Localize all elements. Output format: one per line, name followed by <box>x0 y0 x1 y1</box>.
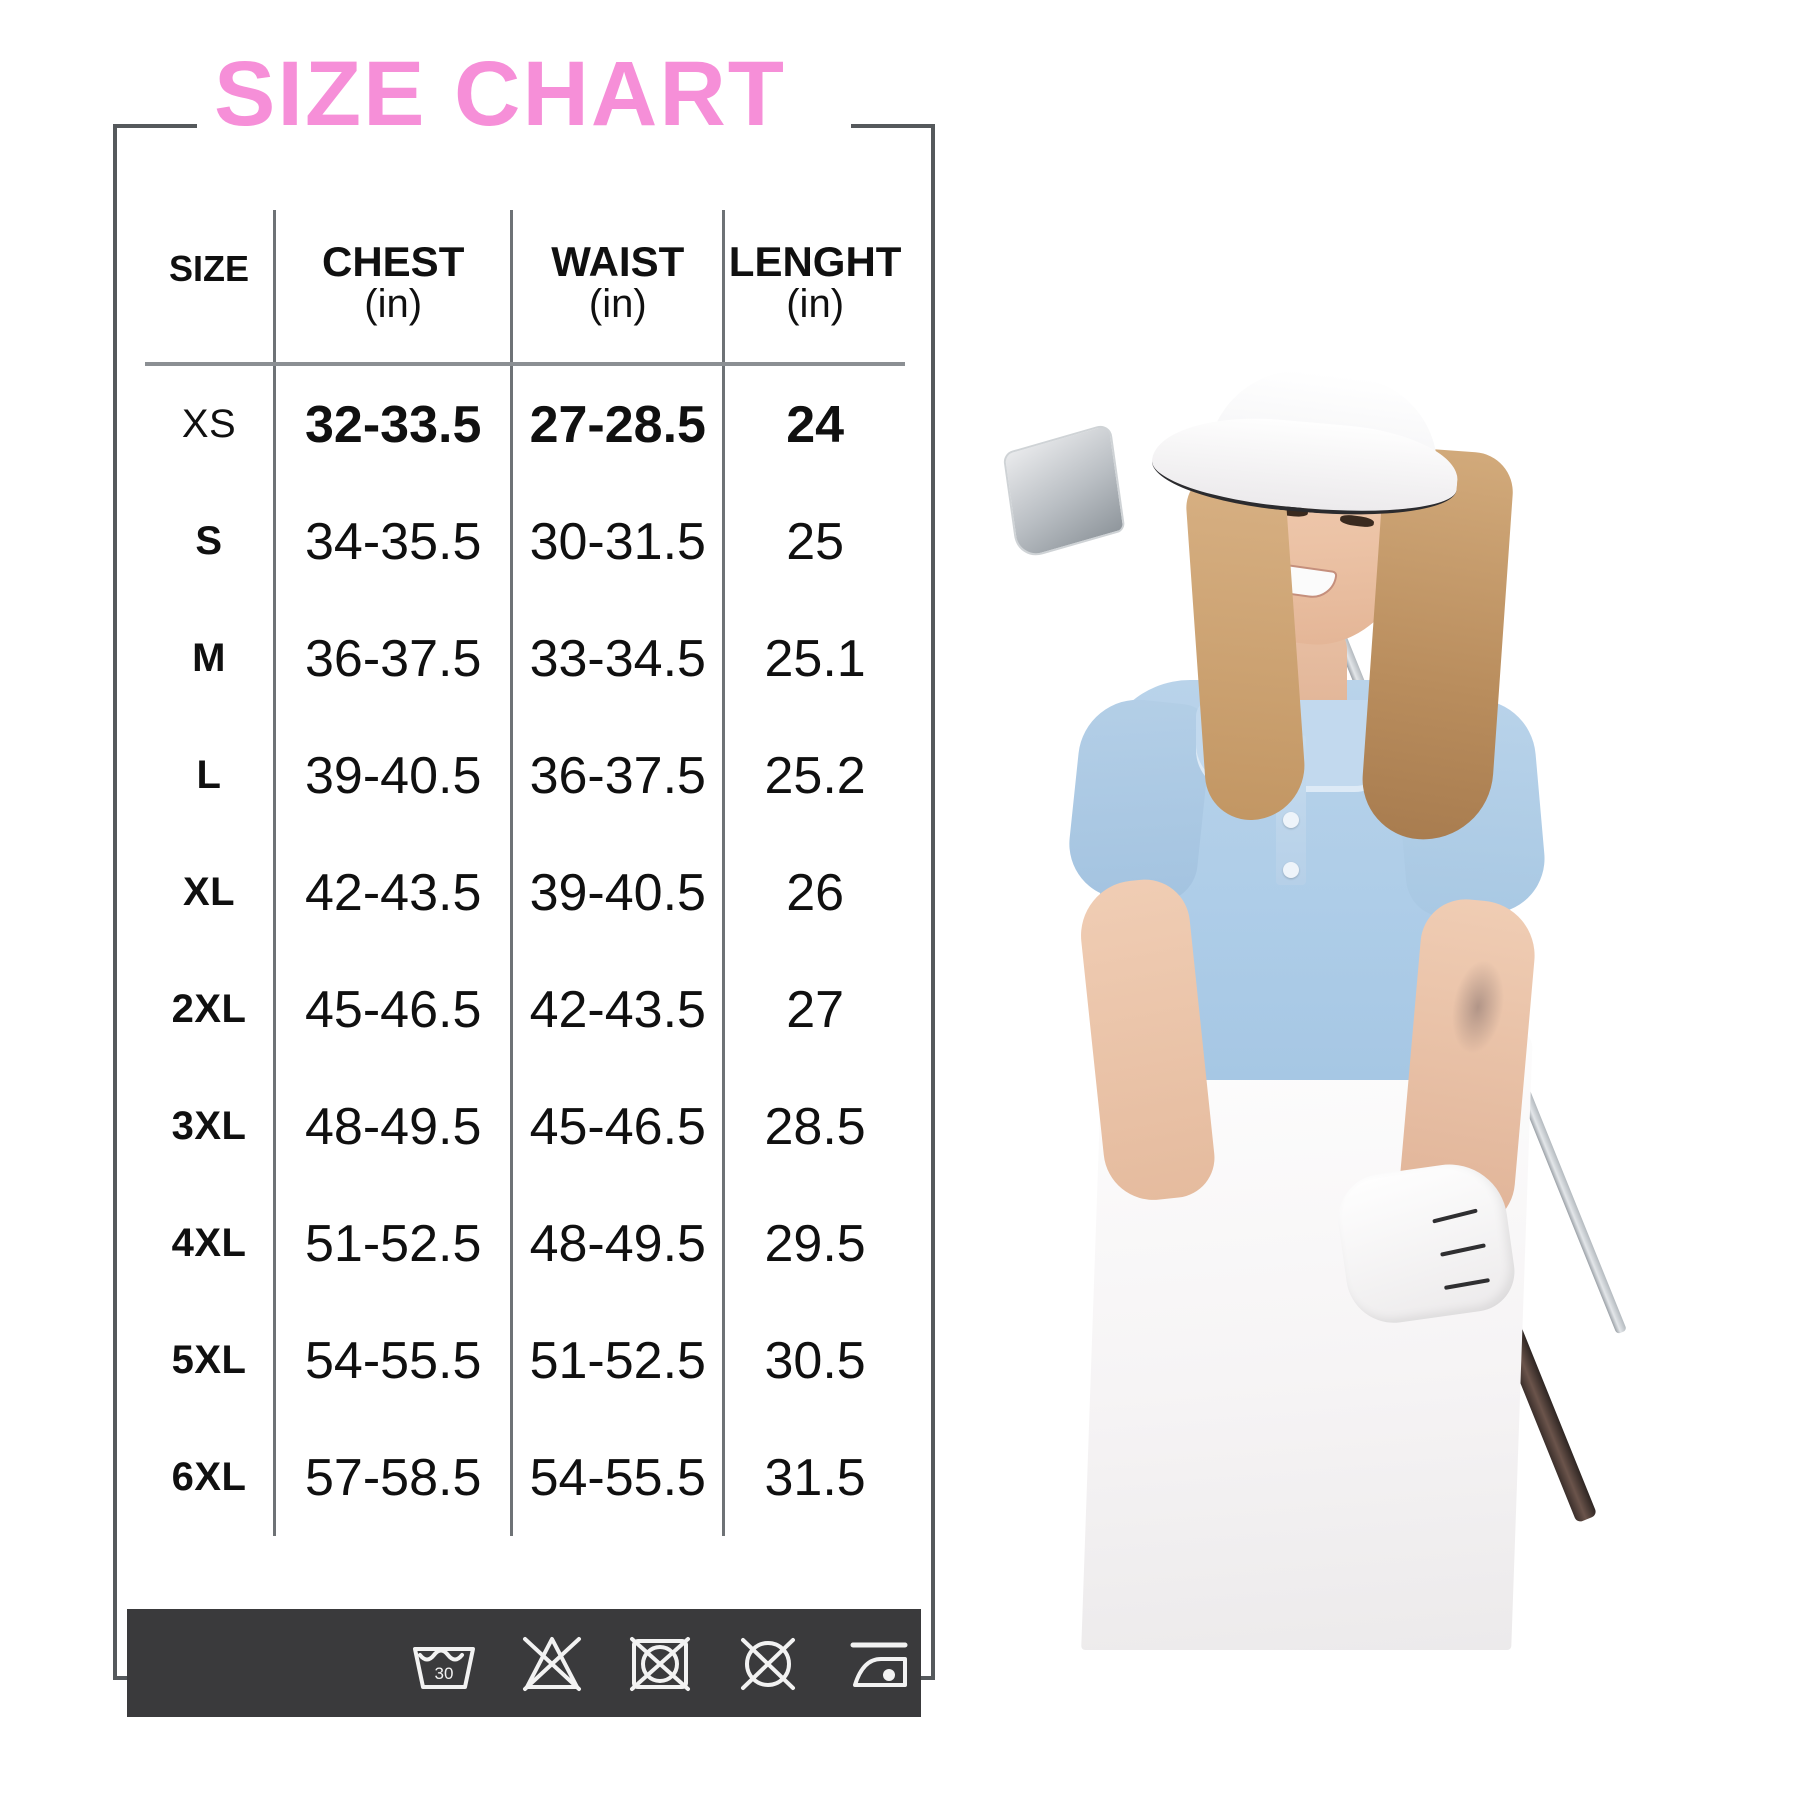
table-row: L 39-40.5 36-37.5 25.2 <box>145 717 905 834</box>
cell-chest: 54-55.5 <box>273 1302 512 1419</box>
cell-size: S <box>195 519 223 563</box>
wash-30-icon: 30 <box>413 1647 475 1689</box>
cell-waist: 30-31.5 <box>510 483 724 600</box>
wash-temp-label: 30 <box>435 1664 454 1683</box>
table-header: SIZE CHEST (in) WAIST (in) LENGHT (in) <box>145 210 905 364</box>
cell-length: 25.2 <box>722 717 905 834</box>
column-header-chest-unit: (in) <box>364 282 423 327</box>
frame-edge-right <box>931 124 935 1680</box>
cell-waist: 54-55.5 <box>510 1419 724 1536</box>
cell-waist: 36-37.5 <box>510 717 724 834</box>
cell-chest: 45-46.5 <box>273 951 512 1068</box>
cell-chest: 48-49.5 <box>273 1068 512 1185</box>
frame-edge-left <box>113 124 117 1680</box>
iron-icon <box>850 1642 908 1687</box>
cell-waist: 48-49.5 <box>510 1185 724 1302</box>
cell-size: 2XL <box>171 987 247 1031</box>
cell-waist: 45-46.5 <box>510 1068 724 1185</box>
do-not-tumble-dry-icon <box>630 1637 690 1691</box>
cell-chest: 34-35.5 <box>273 483 512 600</box>
cell-chest: 36-37.5 <box>273 600 512 717</box>
cell-chest: 42-43.5 <box>273 834 512 951</box>
size-chart-panel: SIZE CHART SIZE CHEST (in) WA <box>113 43 935 1717</box>
table-row: XS 32-33.5 27-28.5 24 <box>145 364 905 483</box>
cell-size: 6XL <box>171 1455 247 1499</box>
cell-size: 4XL <box>171 1221 247 1265</box>
column-header-chest-label: CHEST <box>322 238 465 286</box>
column-header-waist: WAIST (in) <box>510 210 724 364</box>
cell-length: 29.5 <box>722 1185 905 1302</box>
golf-glove <box>1332 1157 1520 1329</box>
cell-length: 27 <box>722 951 905 1068</box>
polo-button-mid <box>1283 812 1299 828</box>
column-header-chest: CHEST (in) <box>273 210 512 364</box>
column-header-waist-label: WAIST <box>551 238 685 286</box>
table-body: XS 32-33.5 27-28.5 24 S 34-35.5 30-31.5 25 M 36-3… <box>145 364 905 1536</box>
cell-chest: 32-33.5 <box>273 364 512 483</box>
size-measurements-table: SIZE CHEST (in) WAIST (in) LENGHT (in) <box>145 210 905 1536</box>
table-row: 6XL 57-58.5 54-55.5 31.5 <box>145 1419 905 1536</box>
golf-club-head <box>1002 422 1126 562</box>
care-instructions-bar: 30 <box>127 1609 921 1717</box>
column-header-length-label: LENGHT <box>728 238 902 286</box>
frame-edge-top-right <box>851 124 935 128</box>
cell-waist: 33-34.5 <box>510 600 724 717</box>
cell-length: 31.5 <box>722 1419 905 1536</box>
column-header-size-label: SIZE <box>169 247 250 289</box>
table-row: M 36-37.5 33-34.5 25.1 <box>145 600 905 717</box>
table-row: 3XL 48-49.5 45-46.5 28.5 <box>145 1068 905 1185</box>
cell-length: 28.5 <box>722 1068 905 1185</box>
photo-stage <box>1000 0 1800 1800</box>
cell-waist: 51-52.5 <box>510 1302 724 1419</box>
product-photo <box>1000 0 1800 1800</box>
cell-size: 3XL <box>171 1104 247 1148</box>
cell-length: 24 <box>722 364 905 483</box>
cell-size: L <box>196 753 222 797</box>
frame-edge-top-left <box>113 124 197 128</box>
model-sleeve-left <box>1063 693 1215 907</box>
cell-chest: 51-52.5 <box>273 1185 512 1302</box>
column-header-length: LENGHT (in) <box>722 210 905 364</box>
cell-length: 25.1 <box>722 600 905 717</box>
cell-size: XS <box>181 402 237 446</box>
cell-size: XL <box>182 870 236 914</box>
table-row: XL 42-43.5 39-40.5 26 <box>145 834 905 951</box>
table-header-row: SIZE CHEST (in) WAIST (in) LENGHT (in) <box>145 210 905 364</box>
page-title: SIZE CHART <box>214 43 786 145</box>
table-row: 5XL 54-55.5 51-52.5 30.5 <box>145 1302 905 1419</box>
cell-waist: 39-40.5 <box>510 834 724 951</box>
table-row: 4XL 51-52.5 48-49.5 29.5 <box>145 1185 905 1302</box>
table-row: S 34-35.5 30-31.5 25 <box>145 483 905 600</box>
cell-waist: 27-28.5 <box>510 364 724 483</box>
cell-size: 5XL <box>171 1338 247 1382</box>
do-not-dry-clean-icon <box>741 1638 795 1690</box>
table-row: 2XL 45-46.5 42-43.5 27 <box>145 951 905 1068</box>
cell-length: 25 <box>722 483 905 600</box>
cell-length: 26 <box>722 834 905 951</box>
column-header-size: SIZE <box>145 210 275 364</box>
cell-waist: 42-43.5 <box>510 951 724 1068</box>
cell-length: 30.5 <box>722 1302 905 1419</box>
cell-chest: 57-58.5 <box>273 1419 512 1536</box>
column-header-length-unit: (in) <box>786 282 845 327</box>
cell-chest: 39-40.5 <box>273 717 512 834</box>
polo-button-bottom <box>1283 862 1299 878</box>
do-not-bleach-icon <box>523 1637 581 1691</box>
cell-size: M <box>192 636 226 680</box>
column-header-waist-unit: (in) <box>588 282 647 327</box>
